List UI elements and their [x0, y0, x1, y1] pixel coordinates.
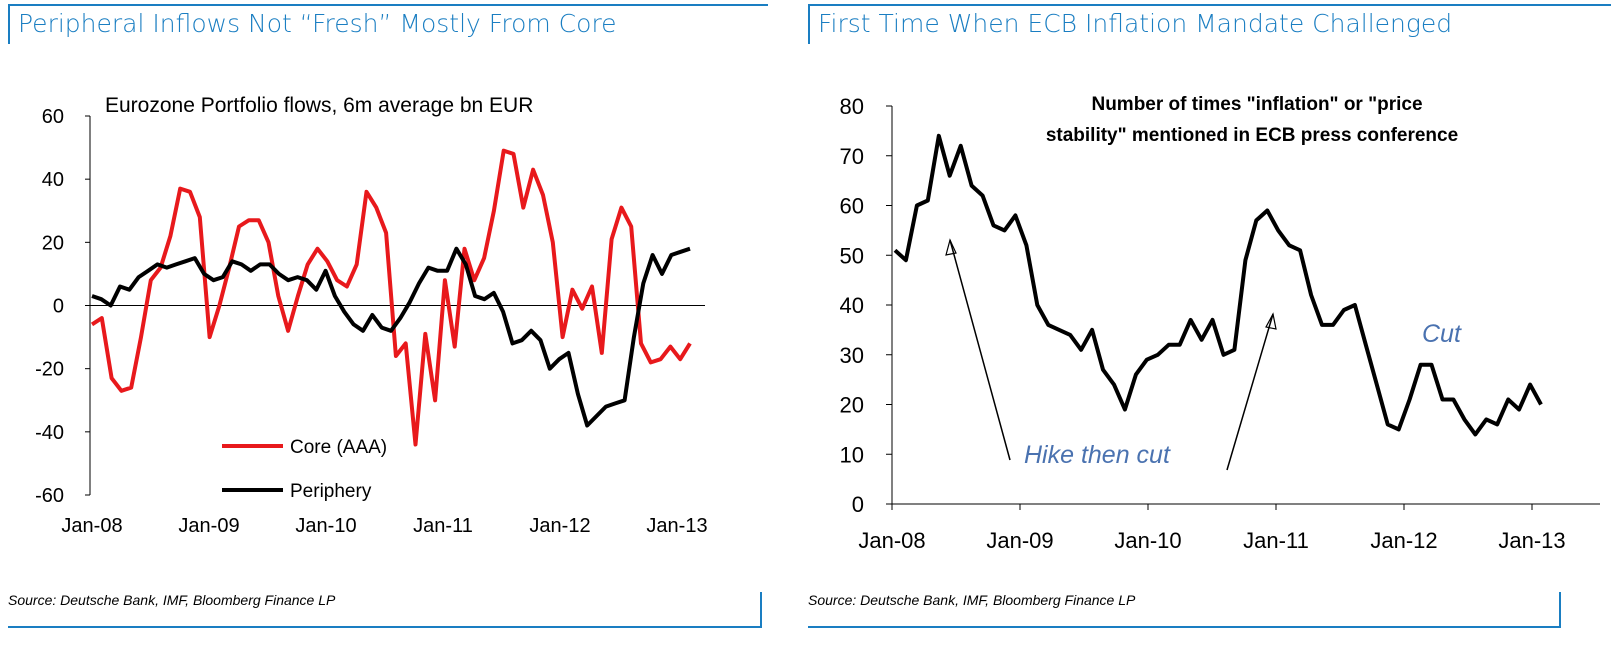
right-y-tick-label: 60 [840, 194, 864, 219]
left-title-rule [8, 4, 768, 6]
right-series-mentions-line [893, 133, 1543, 437]
right-y-tick-label: 80 [840, 94, 864, 119]
hike-arrow-2-head [1265, 312, 1277, 330]
right-y-tick-label: 10 [840, 442, 864, 467]
left-y-tick-label: 40 [42, 169, 64, 191]
left-chart-title: Peripheral Inflows Not “Fresh” Mostly Fr… [8, 4, 617, 44]
left-legend-label-periphery: Periphery [290, 481, 372, 502]
right-chart-subtitle-line-2: stability" mentioned in ECB press confer… [1046, 125, 1458, 146]
left-y-tick-label: 60 [42, 106, 64, 128]
left-y-tick-label: 0 [53, 296, 64, 318]
right-x-tick-label: Jan-10 [1114, 528, 1181, 553]
right-x-tick-label: Jan-12 [1370, 528, 1437, 553]
right-chart-panel: First Time When ECB Inflation Mandate Ch… [800, 0, 1611, 648]
right-source-rule-end [1559, 592, 1561, 628]
left-x-tick-label: Jan-11 [413, 515, 473, 537]
right-y-tick-label: 30 [840, 343, 864, 368]
left-chart-panel: Peripheral Inflows Not “Fresh” Mostly Fr… [0, 0, 790, 648]
left-source-rule-end [760, 592, 762, 628]
hike-arrow-1-head [945, 238, 957, 256]
right-title-rule [808, 4, 1611, 6]
right-chart-svg: Number of times "inflation" or "price st… [840, 94, 1600, 553]
right-y-tick-label: 20 [840, 393, 864, 418]
left-chart-subtitle: Eurozone Portfolio flows, 6m average bn … [105, 94, 533, 117]
left-y-tick-label: -20 [35, 359, 64, 381]
hike-arrow-1 [949, 239, 1011, 461]
left-x-tick-label: Jan-09 [178, 515, 239, 537]
right-x-tick-label: Jan-08 [858, 528, 925, 553]
annotation-hike-then-cut: Hike then cut [1024, 441, 1171, 469]
right-chart-title: First Time When ECB Inflation Mandate Ch… [808, 4, 1452, 44]
left-x-tick-label: Jan-10 [295, 515, 356, 537]
right-chart-subtitle-line-1: Number of times "inflation" or "price [1091, 94, 1422, 115]
right-x-tick-label: Jan-13 [1498, 528, 1565, 553]
left-source-rule [8, 626, 762, 628]
left-x-tick-label: Jan-08 [61, 515, 122, 537]
hike-arrow-2 [1226, 313, 1274, 471]
right-x-tick-label: Jan-09 [986, 528, 1053, 553]
left-legend-label-core: Core (AAA) [290, 437, 387, 458]
right-y-tick-label: 0 [852, 492, 864, 517]
right-x-tick-label: Jan-11 [1243, 528, 1309, 553]
right-source-rule [808, 626, 1561, 628]
right-y-tick-label: 50 [840, 243, 864, 268]
right-y-tick-label: 40 [840, 293, 864, 318]
left-source-note: Source: Deutsche Bank, IMF, Bloomberg Fi… [8, 592, 336, 608]
left-series-core-line [90, 148, 692, 447]
left-chart-svg: Eurozone Portfolio flows, 6m average bn … [35, 94, 707, 537]
left-x-tick-label: Jan-12 [529, 515, 590, 537]
right-y-tick-label: 70 [840, 144, 864, 169]
left-y-tick-label: 20 [42, 232, 64, 254]
left-y-tick-label: -40 [35, 422, 64, 444]
annotation-cut: Cut [1422, 320, 1462, 348]
left-series-periphery-line [91, 246, 691, 428]
right-source-note: Source: Deutsche Bank, IMF, Bloomberg Fi… [808, 592, 1136, 608]
left-x-tick-label: Jan-13 [646, 515, 707, 537]
left-y-tick-label: -60 [35, 485, 64, 507]
